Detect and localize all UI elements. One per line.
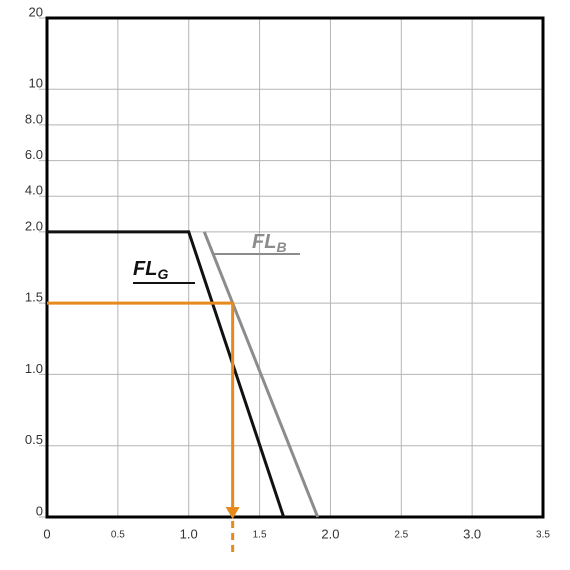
y-tick-label: 1.0 bbox=[25, 361, 43, 376]
x-tick-label: 0 bbox=[43, 526, 50, 541]
series-label-main: FL bbox=[252, 231, 276, 253]
y-tick-label: 10 bbox=[29, 76, 43, 91]
y-tick-label: 4.0 bbox=[25, 183, 43, 198]
y-tick-label: 8.0 bbox=[25, 111, 43, 126]
guide-arrow bbox=[225, 507, 240, 519]
plot-frame bbox=[45, 16, 545, 519]
series-label: FLG bbox=[133, 258, 168, 281]
x-tick-label: 2.0 bbox=[321, 526, 339, 541]
x-tick-label: 2.5 bbox=[394, 530, 408, 541]
x-tick-label: 3.5 bbox=[536, 530, 550, 541]
series-label: FLB bbox=[252, 231, 287, 254]
y-tick-label: 0 bbox=[36, 503, 43, 518]
x-tick-label: 1.0 bbox=[180, 526, 198, 541]
x-tick-label: 1.5 bbox=[253, 530, 267, 541]
x-tick-label: 3.0 bbox=[463, 526, 481, 541]
y-tick-label: 1.5 bbox=[25, 290, 43, 305]
y-tick-label: 0.5 bbox=[25, 432, 43, 447]
series-label-main: FL bbox=[133, 258, 157, 280]
y-tick-label: 2.0 bbox=[25, 218, 43, 233]
y-tick-label: 6.0 bbox=[25, 147, 43, 162]
y-tick-label: 20 bbox=[29, 4, 43, 19]
series-label-sub: B bbox=[276, 239, 286, 255]
series-line bbox=[202, 231, 320, 518]
series-line bbox=[47, 230, 286, 518]
x-tick-label: 0.5 bbox=[111, 530, 125, 541]
guide-line bbox=[47, 301, 235, 517]
series-label-sub: G bbox=[157, 266, 168, 282]
